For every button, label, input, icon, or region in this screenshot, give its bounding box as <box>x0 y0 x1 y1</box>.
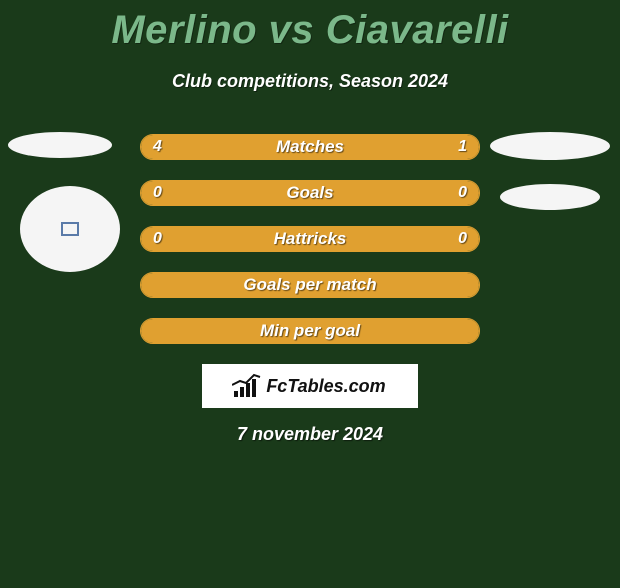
stat-row-min-per-goal: Min per goal <box>140 318 480 344</box>
stat-label: Min per goal <box>141 319 479 343</box>
stat-row-goals-per-match: Goals per match <box>140 272 480 298</box>
stat-label: Goals per match <box>141 273 479 297</box>
stat-row-goals: 0 Goals 0 <box>140 180 480 206</box>
source-badge-text: FcTables.com <box>266 376 385 397</box>
chart-icon <box>234 375 260 397</box>
page-title: Merlino vs Ciavarelli <box>0 8 620 53</box>
decor-ellipse-left-1 <box>8 132 112 158</box>
stat-label: Goals <box>141 181 479 205</box>
stat-row-matches: 4 Matches 1 <box>140 134 480 160</box>
decor-ellipse-right-1 <box>490 132 610 160</box>
decor-circle-left <box>20 186 120 272</box>
stat-row-hattricks: 0 Hattricks 0 <box>140 226 480 252</box>
stats-container: 4 Matches 1 0 Goals 0 0 Hattricks 0 Goal… <box>140 134 480 344</box>
stat-value-right: 0 <box>458 181 467 205</box>
source-badge: FcTables.com <box>202 364 418 408</box>
stat-label: Matches <box>141 135 479 159</box>
date-text: 7 november 2024 <box>0 424 620 445</box>
stat-label: Hattricks <box>141 227 479 251</box>
stat-value-right: 1 <box>458 135 467 159</box>
page-subtitle: Club competitions, Season 2024 <box>0 71 620 92</box>
stat-value-right: 0 <box>458 227 467 251</box>
decor-ellipse-right-2 <box>500 184 600 210</box>
